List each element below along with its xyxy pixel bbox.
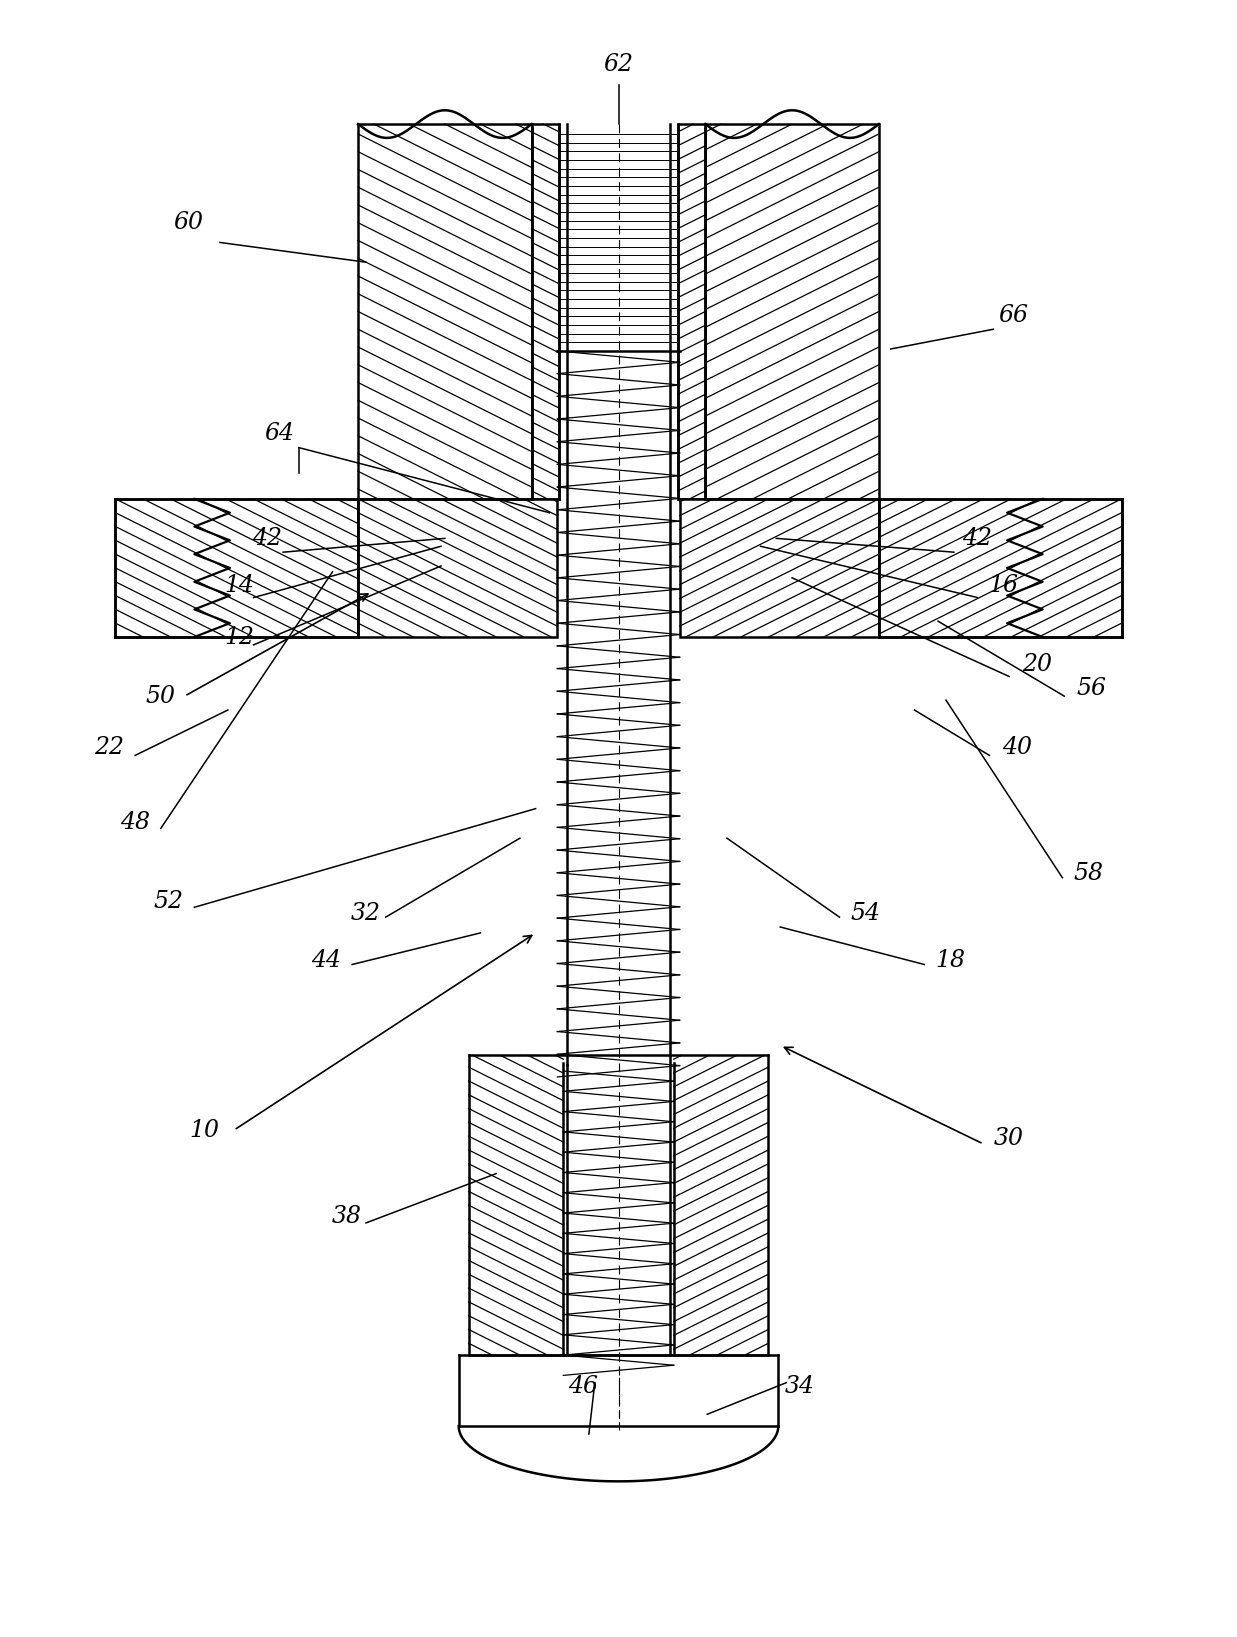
Text: 62: 62: [604, 54, 633, 77]
Text: 20: 20: [1022, 653, 1051, 676]
Text: 48: 48: [120, 810, 150, 833]
Bar: [705, 124, 880, 499]
Text: 32: 32: [351, 902, 381, 925]
Text: 50: 50: [146, 684, 176, 707]
Text: 42: 42: [252, 527, 282, 550]
Text: 12: 12: [225, 625, 255, 648]
Text: 18: 18: [935, 949, 965, 972]
Text: 46: 46: [568, 1375, 597, 1398]
Text: 64: 64: [265, 422, 294, 445]
Text: 22: 22: [94, 737, 125, 760]
Bar: [532, 124, 559, 499]
Text: 58: 58: [1072, 863, 1103, 886]
Bar: [357, 124, 532, 499]
Text: 34: 34: [785, 1375, 815, 1398]
Text: 14: 14: [225, 575, 255, 598]
Bar: [678, 124, 705, 499]
Bar: [679, 499, 880, 637]
Text: 60: 60: [173, 211, 203, 234]
Bar: [357, 499, 558, 637]
Text: 16: 16: [988, 575, 1018, 598]
Text: 56: 56: [1077, 676, 1107, 699]
Text: 10: 10: [189, 1118, 219, 1141]
Bar: [880, 499, 1122, 637]
Text: 30: 30: [995, 1126, 1024, 1149]
Text: 66: 66: [998, 304, 1028, 327]
Text: 38: 38: [332, 1205, 361, 1228]
Text: 54: 54: [850, 902, 880, 925]
Text: 44: 44: [312, 949, 341, 972]
Bar: [115, 499, 357, 637]
Text: 42: 42: [962, 527, 992, 550]
Text: 40: 40: [1002, 737, 1032, 760]
Text: 52: 52: [153, 891, 184, 913]
